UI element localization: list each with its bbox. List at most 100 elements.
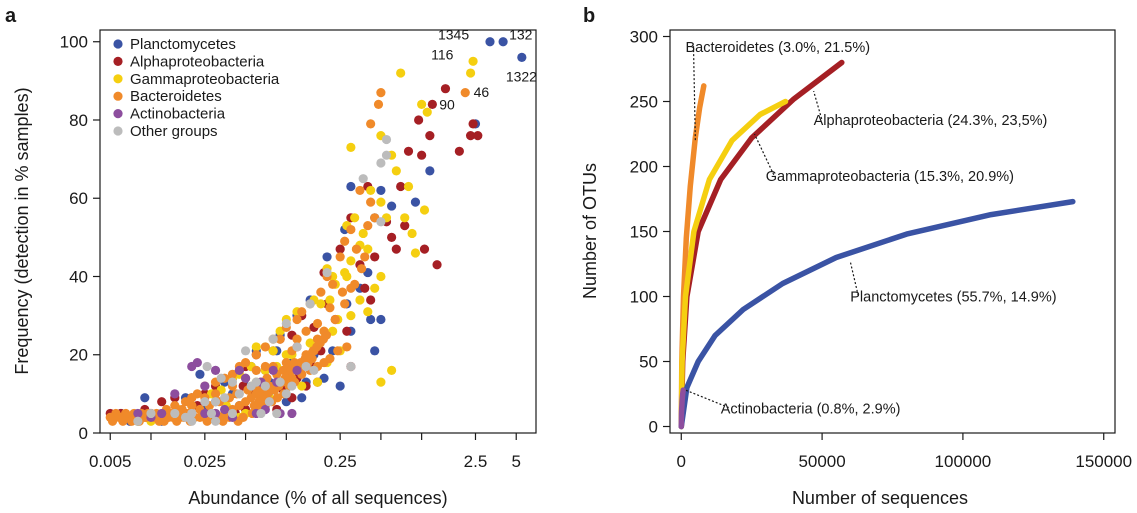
point-bacteroidetes [356,264,367,274]
x-tick-label: 0.25 [324,452,357,471]
point-actinobacteria [240,373,251,383]
legend-marker-gammaproteobacteria [113,74,123,84]
panel-a-annotations: 1345 132 116 46 1322 90 [431,27,537,113]
y-tick-label: 60 [69,189,88,208]
point-bacteroidetes [170,401,180,411]
point-planctomycetes [485,37,495,47]
point-bacteroidetes [107,416,118,426]
legend-label-actinobacteria: Actinobacteria [130,106,226,123]
point-bacteroidetes [325,354,335,364]
y-tick-label: 200 [630,158,658,177]
point-bacteroidetes [118,416,128,426]
point-alphaproteobacteria [387,232,397,242]
panel-b-x-axis-title: Number of sequences [792,488,968,508]
point-actinobacteria [157,408,167,419]
point-bacteroidetes [202,416,212,426]
point-actinobacteria [268,365,278,375]
x-tick-label: 0.025 [184,452,227,471]
point-gammaproteobacteria [251,342,261,352]
annotation-132: 132 [509,27,533,43]
point-alphaproteobacteria [417,150,427,160]
y-tick-label: 50 [639,353,658,372]
point-bacteroidetes [238,412,248,422]
point-alphaproteobacteria [396,181,406,192]
point-other-groups [346,361,356,372]
point-bacteroidetes [227,369,238,379]
point-other-groups [292,342,302,352]
curve-label-gammaproteobacteria: Gammaproteobacteria (15.3%, 20.9%) [766,169,1014,185]
point-planctomycetes [498,37,508,47]
point-planctomycetes [410,197,421,207]
point-alphaproteobacteria [403,146,414,156]
panel-b-curve-labels: Bacteroidetes (3.0%, 21.5%) Alphaproteoba… [685,40,1057,418]
point-planctomycetes [322,252,332,262]
point-alphaproteobacteria [432,260,442,270]
point-actinobacteria [170,389,180,399]
point-other-groups [170,408,180,419]
point-other-groups [227,408,238,419]
point-actinobacteria [287,408,297,419]
panel-a-points [105,37,527,426]
point-gammaproteobacteria [417,99,427,109]
point-alphaproteobacteria [440,84,451,94]
point-gammaproteobacteria [376,377,386,387]
legend-label-gammaproteobacteria: Gammaproteobacteria [130,71,280,88]
point-bacteroidetes [342,342,352,352]
point-gammaproteobacteria [403,181,414,192]
point-actinobacteria [192,357,202,368]
point-alphaproteobacteria [414,115,424,125]
leader-line-planctomycetes [849,261,859,296]
point-planctomycetes [376,314,386,325]
annotation-116: 116 [431,46,454,62]
curve-label-actinobacteria: Actinobacteria (0.8%, 2.9%) [721,402,901,418]
leader-line-alphaproteobacteria [813,90,823,120]
point-bacteroidetes [333,346,343,356]
panel-a-y-ticks: 0 20 40 60 80 100 [60,33,100,443]
curve-label-planctomycetes: Planctomycetes (55.7%, 14.9%) [850,290,1056,306]
y-tick-label: 250 [630,93,658,112]
curve-label-bacteroidetes: Bacteroidetes (3.0%, 21.5%) [685,40,870,56]
point-gammaproteobacteria [387,365,397,375]
panel-a-x-axis-title: Abundance (% of all sequences) [188,488,447,508]
point-bacteroidetes [263,389,273,399]
point-gammaproteobacteria [376,271,386,282]
panel-a-plot-frame [99,29,537,434]
point-other-groups [268,334,278,344]
point-planctomycetes [376,185,386,196]
point-gammaproteobacteria [366,185,376,196]
point-bacteroidetes [210,389,221,399]
point-other-groups [281,318,291,329]
point-other-groups [133,416,143,426]
point-bacteroidetes [260,361,270,372]
x-tick-label: 50000 [798,452,845,471]
y-tick-label: 20 [69,346,88,365]
panel-b-letter: b [583,5,595,27]
panel-a-letter: a [5,5,17,27]
x-tick-label: 5 [511,452,520,471]
point-gammaproteobacteria [465,68,476,78]
point-other-groups [272,408,282,419]
point-gammaproteobacteria [363,307,373,317]
annotation-90: 90 [439,97,455,113]
point-other-groups [376,217,386,227]
point-gammaproteobacteria [316,299,326,309]
point-alphaproteobacteria [360,283,370,293]
point-planctomycetes [346,181,356,192]
panel-a-y-axis-title: Frequency (detection in % samples) [12,87,32,374]
y-tick-label: 100 [630,288,658,307]
point-alphaproteobacteria [473,131,483,141]
point-bacteroidetes [325,303,335,313]
point-bacteroidetes [366,119,376,129]
point-planctomycetes [335,381,345,391]
legend-label-planctomycetes: Planctomycetes [130,36,236,53]
point-gammaproteobacteria [346,142,356,152]
curve-actinobacteria [678,387,686,430]
panel-b-y-ticks: 0 50 100 150 200 250 300 [630,28,670,437]
point-bacteroidetes [187,401,197,411]
point-bacteroidetes [373,99,384,109]
point-other-groups [210,416,221,426]
point-other-groups [187,416,197,426]
point-other-groups [234,389,244,399]
panel-b-x-ticks: 0 50000 100000 150000 [677,433,1132,471]
